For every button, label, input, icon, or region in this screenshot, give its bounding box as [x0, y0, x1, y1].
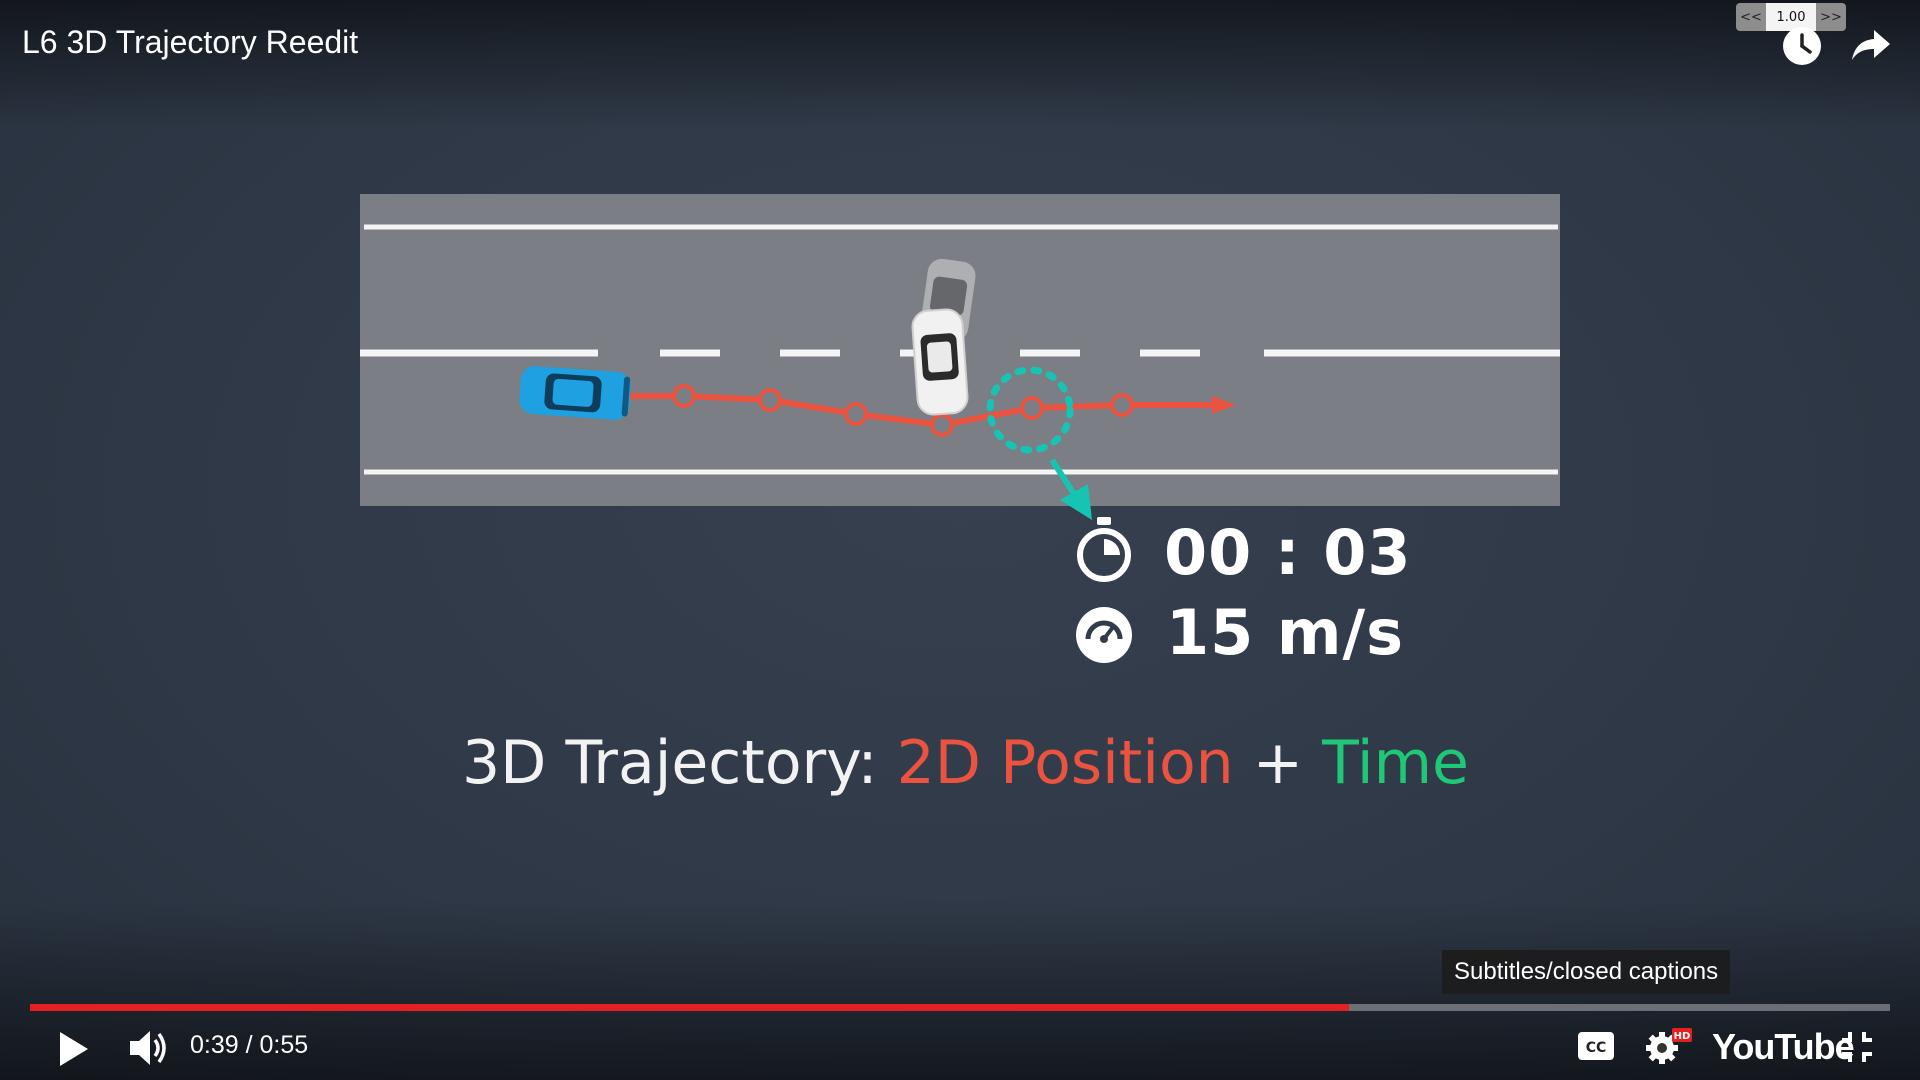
- ego-car: [519, 366, 631, 420]
- speed-value-display: 1.00: [1766, 3, 1816, 31]
- waypoint: [844, 402, 868, 426]
- waypoint: [758, 388, 782, 412]
- cc-label: CC: [1586, 1040, 1607, 1056]
- other-car: [911, 308, 969, 416]
- video-title[interactable]: L6 3D Trajectory Reedit: [22, 24, 359, 60]
- progress-bar[interactable]: [30, 1004, 1890, 1011]
- highlight-circle: [986, 366, 1074, 454]
- playback-speed-control: << 1.00 >>: [1736, 3, 1846, 31]
- closed-captions-icon[interactable]: CC: [1578, 1032, 1614, 1060]
- waypoint: [672, 384, 696, 408]
- faster-button[interactable]: >>: [1816, 3, 1846, 31]
- stopwatch-icon: [1077, 517, 1131, 582]
- waypoint: [930, 413, 954, 437]
- speed-value: 15 m/s: [1166, 596, 1405, 669]
- headline-prefix: 3D Trajectory:: [462, 728, 897, 798]
- headline-time: Time: [1322, 728, 1469, 798]
- share-icon[interactable]: [1850, 26, 1892, 66]
- trajectory-waypoints: [672, 384, 1134, 437]
- trajectory-arrowhead: [1212, 396, 1236, 414]
- settings-gear-icon[interactable]: HD: [1644, 1026, 1692, 1066]
- top-gradient: [0, 0, 1920, 130]
- current-time: 0:39: [190, 1031, 239, 1059]
- timer-value: 00 : 03: [1164, 516, 1412, 589]
- waypoint: [1110, 393, 1134, 417]
- highlight-arrowhead: [1060, 484, 1092, 520]
- volume-icon[interactable]: [128, 1028, 170, 1068]
- time-separator: /: [238, 1031, 260, 1059]
- captions-tooltip: Subtitles/closed captions: [1442, 950, 1731, 994]
- speedometer-icon: [1076, 607, 1132, 663]
- clock-icon[interactable]: [1782, 26, 1822, 66]
- player-controls: CC HD: [0, 1020, 1920, 1080]
- progress-bar-played: [30, 1004, 1349, 1011]
- play-icon[interactable]: [58, 1030, 90, 1068]
- youtube-logo-text[interactable]: YouTube: [1712, 1026, 1855, 1067]
- headline-plus: +: [1233, 728, 1323, 798]
- trajectory-path: [628, 393, 1216, 428]
- headline-position: 2D Position: [896, 728, 1234, 798]
- hd-badge: [1672, 1028, 1692, 1042]
- headline: 3D Trajectory: 2D Position + Time: [462, 728, 1469, 798]
- time-display: 0:39 / 0:55: [190, 1031, 308, 1060]
- duration: 0:55: [259, 1031, 309, 1059]
- waypoint: [1020, 396, 1044, 420]
- hd-badge-label: HD: [1674, 1031, 1691, 1042]
- exit-fullscreen-icon[interactable]: [1840, 1030, 1874, 1064]
- slower-button[interactable]: <<: [1736, 3, 1766, 31]
